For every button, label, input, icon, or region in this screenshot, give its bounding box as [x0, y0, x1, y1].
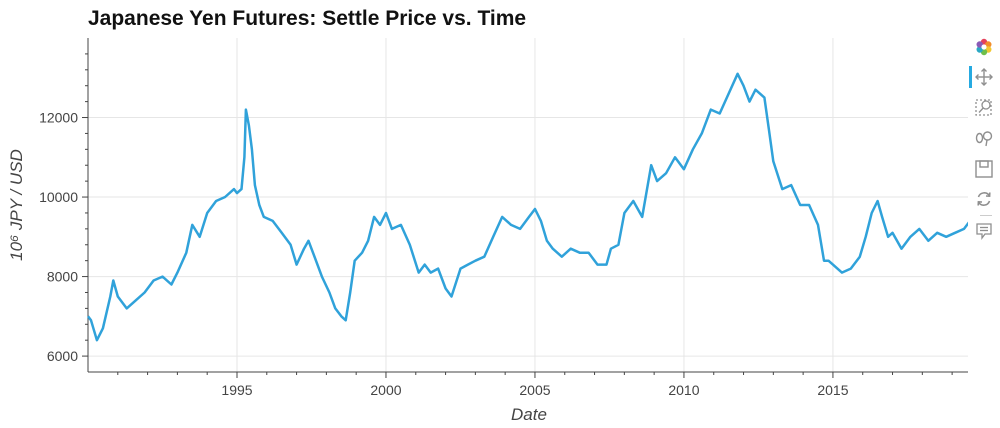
- y-axis-title: 10⁶ JPY / USD: [7, 149, 26, 261]
- reset-icon[interactable]: [968, 188, 1000, 210]
- x-tick-label: 2015: [817, 382, 848, 398]
- hover-icon[interactable]: [968, 220, 1000, 242]
- x-tick-label: 2000: [370, 382, 401, 398]
- x-tick-label: 1995: [221, 382, 252, 398]
- y-axis: 6000 8000 10000 12000: [39, 110, 88, 364]
- y-tick-label: 12000: [39, 110, 78, 126]
- x-axis-title: Date: [511, 405, 547, 424]
- series-line: [87, 72, 968, 342]
- pan-icon[interactable]: [968, 66, 1000, 88]
- minor-ticks: [85, 53, 953, 375]
- grid: [88, 38, 968, 372]
- y-tick-label: 8000: [47, 269, 78, 285]
- bokeh-logo-icon[interactable]: [968, 36, 1000, 58]
- y-tick-label: 6000: [47, 348, 78, 364]
- chart-title: Japanese Yen Futures: Settle Price vs. T…: [88, 7, 527, 30]
- chart-toolbar: [968, 36, 1000, 248]
- box-zoom-icon[interactable]: [968, 96, 1000, 118]
- wheel-zoom-icon[interactable]: [968, 127, 1000, 149]
- x-tick-label: 2005: [519, 382, 550, 398]
- plot-area[interactable]: 1995 2000 2005 2010 2015 600080001000012000 …: [0, 0, 968, 428]
- y-tick-label: 10000: [39, 189, 78, 205]
- x-tick-label: 2010: [668, 382, 699, 398]
- x-axis: 1995 2000 2005 2010 2015: [221, 372, 849, 398]
- toolbar-separator: [980, 215, 992, 216]
- save-icon[interactable]: [968, 158, 1000, 180]
